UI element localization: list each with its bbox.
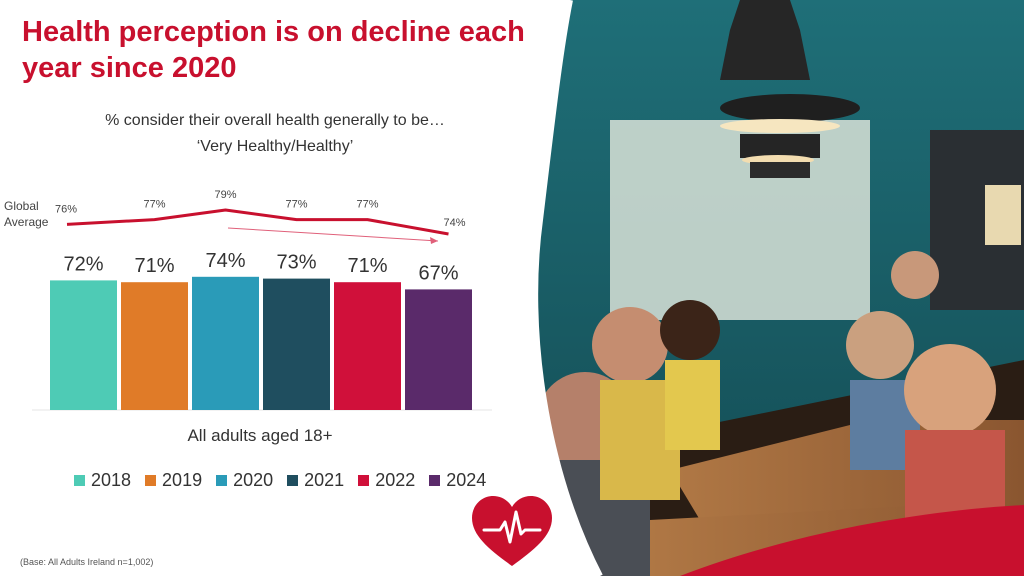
subtitle-line-2: ‘Very Healthy/Healthy’ <box>196 138 354 155</box>
legend-swatch <box>216 475 228 486</box>
legend-label: 2024 <box>446 470 487 490</box>
legend-swatch <box>358 475 370 486</box>
bar-2022 <box>334 282 401 410</box>
bar-2021 <box>263 278 330 410</box>
global-average-label: Global Average <box>4 198 48 230</box>
legend-label: 2018 <box>91 470 132 490</box>
global-label-line-1: Global <box>4 199 39 213</box>
x-axis-title: All adults aged 18+ <box>187 426 333 445</box>
global-average-value-label: 77% <box>285 199 307 211</box>
subtitle-line-1: % consider their overall health generall… <box>105 112 445 129</box>
legend-item-2019: 2019 <box>145 470 202 491</box>
legend-label: 2020 <box>233 470 274 490</box>
global-average-value-label: 76% <box>55 203 77 215</box>
global-label-line-2: Average <box>4 215 49 229</box>
heart-logo <box>472 496 552 566</box>
legend-label: 2021 <box>304 470 345 490</box>
bar-value-label: 73% <box>276 252 316 274</box>
legend-swatch <box>287 475 299 486</box>
bar-value-label: 71% <box>347 255 387 277</box>
legend: 2018 2019 2020 2021 2022 2024 <box>74 470 486 491</box>
global-average-value-label: 77% <box>356 199 378 211</box>
legend-label: 2019 <box>162 470 203 490</box>
legend-item-2018: 2018 <box>74 470 131 491</box>
legend-swatch <box>429 475 441 486</box>
base-note: (Base: All Adults Ireland n=1,002) <box>20 557 154 567</box>
legend-swatch <box>145 475 157 486</box>
legend-swatch <box>74 475 85 486</box>
bar-2020 <box>192 276 259 410</box>
global-average-line <box>66 208 449 236</box>
bar-2018 <box>50 280 117 410</box>
bar-value-label: 72% <box>63 253 103 275</box>
page-title: Health perception is on decline each yea… <box>22 16 525 84</box>
bar-value-label: 71% <box>134 255 174 277</box>
global-average-value-label: 74% <box>443 217 465 229</box>
chart-subtitle: % consider their overall health generall… <box>30 108 520 160</box>
trend-arrow <box>227 227 439 242</box>
bar-2024 <box>405 289 472 410</box>
legend-item-2022: 2022 <box>358 470 415 491</box>
legend-item-2024: 2024 <box>429 470 486 491</box>
bar-value-label: 67% <box>418 262 458 284</box>
legend-label: 2022 <box>375 470 416 490</box>
legend-item-2021: 2021 <box>287 470 344 491</box>
trend-arrowhead <box>430 237 438 244</box>
global-average-value-label: 77% <box>143 199 165 211</box>
bar-2019 <box>121 282 188 410</box>
bar-value-label: 74% <box>205 250 245 272</box>
global-average-value-label: 79% <box>214 189 236 201</box>
legend-item-2020: 2020 <box>216 470 273 491</box>
